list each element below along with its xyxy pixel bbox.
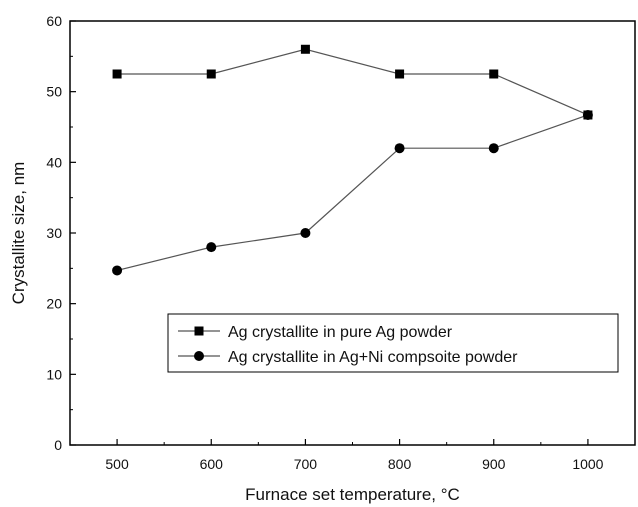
axis-ticks: 500 600 700 800 900 1000 0 10 20 30 40 50 60 — [46, 13, 636, 472]
y-axis-title: Crystallite size, nm — [9, 162, 28, 305]
series-0 — [112, 44, 593, 120]
circle-data-point — [112, 265, 123, 276]
y-tick-label: 10 — [46, 366, 62, 382]
circle-data-point — [582, 109, 593, 120]
legend-entry: Ag crystallite in Ag+Ni compsoite powder — [178, 349, 518, 366]
y-tick-label: 60 — [46, 13, 62, 29]
circle-data-point — [394, 143, 405, 154]
y-tick-label: 40 — [46, 154, 62, 170]
legend-box — [167, 313, 619, 373]
circle-data-point — [300, 228, 311, 238]
y-tick-label: 0 — [54, 437, 62, 453]
plot-area — [69, 20, 636, 446]
legend-marker — [194, 351, 204, 361]
square-data-point — [300, 44, 310, 54]
circle-data-point — [206, 242, 217, 253]
series-line — [117, 48, 589, 116]
square-data-point — [489, 69, 499, 79]
circle-data-point — [488, 143, 499, 154]
series-line — [116, 114, 589, 272]
legend-marker — [194, 326, 204, 336]
x-tick-label: 1000 — [572, 456, 603, 472]
legend: Ag crystallite in pure Ag powder Ag cryst… — [167, 313, 619, 373]
x-tick-label: 500 — [105, 456, 129, 472]
y-tick-label: 50 — [46, 84, 62, 100]
series-1 — [112, 109, 593, 276]
y-tick-label: 20 — [46, 296, 62, 312]
square-data-point — [206, 69, 216, 79]
legend-entries: Ag crystallite in pure Ag powder Ag cryst… — [178, 324, 518, 366]
legend-label: Ag crystallite in Ag+Ni compsoite powder — [228, 349, 518, 366]
legend-label: Ag crystallite in pure Ag powder — [228, 324, 453, 341]
square-data-point — [395, 69, 405, 79]
series-layer — [112, 44, 593, 276]
x-tick-label: 800 — [388, 456, 412, 472]
legend-entry: Ag crystallite in pure Ag powder — [178, 324, 453, 341]
x-tick-label: 900 — [482, 456, 506, 472]
x-tick-label: 600 — [200, 456, 224, 472]
square-data-point — [112, 69, 122, 79]
x-tick-label: 700 — [294, 456, 318, 472]
plot-frame — [69, 20, 636, 446]
x-axis-title: Furnace set temperature, °C — [245, 485, 460, 504]
y-tick-label: 30 — [46, 225, 62, 241]
